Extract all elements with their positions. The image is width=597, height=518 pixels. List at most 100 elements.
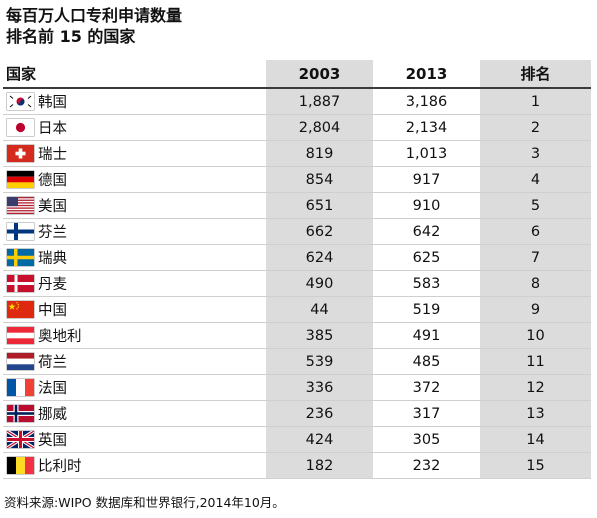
table-row: 美国 651 910 5 [3, 192, 591, 219]
country-name: 美国 [38, 199, 67, 215]
rank-cell: 2 [480, 114, 591, 141]
country-cell: 韩国 [3, 88, 266, 115]
page-title: 每百万人口专利申请数量 排名前 15 的国家 [6, 5, 182, 47]
country-cell: 瑞士 [3, 140, 266, 167]
rank-cell: 11 [480, 348, 591, 375]
austria-flag [7, 327, 34, 344]
country-name: 中国 [38, 303, 67, 319]
table-header-row: 国家 2003 2013 排名 [3, 60, 591, 89]
value-2003: 819 [266, 140, 373, 167]
header-2003: 2003 [266, 60, 373, 89]
country-cell: 中国 [3, 296, 266, 323]
header-rank: 排名 [480, 60, 591, 89]
country-cell: 奥地利 [3, 322, 266, 349]
japan-flag [7, 119, 34, 136]
value-2003: 490 [266, 270, 373, 297]
value-2003: 854 [266, 166, 373, 193]
value-2013: 910 [373, 192, 480, 219]
rank-cell: 1 [480, 88, 591, 115]
header-country: 国家 [3, 60, 266, 89]
title-line-1: 每百万人口专利申请数量 [6, 6, 183, 25]
country-name: 日本 [38, 121, 67, 137]
country-cell: 丹麦 [3, 270, 266, 297]
country-name: 奥地利 [38, 329, 82, 345]
value-2003: 662 [266, 218, 373, 245]
value-2003: 182 [266, 452, 373, 479]
rank-cell: 15 [480, 452, 591, 479]
header-2013: 2013 [373, 60, 480, 89]
value-2003: 44 [266, 296, 373, 323]
country-name: 瑞士 [38, 147, 67, 163]
country-name: 英国 [38, 433, 67, 449]
value-2003: 336 [266, 374, 373, 401]
rank-cell: 13 [480, 400, 591, 427]
table-row: 比利时 182 232 15 [3, 452, 591, 479]
value-2013: 917 [373, 166, 480, 193]
country-name: 荷兰 [38, 355, 67, 371]
country-name: 德国 [38, 173, 67, 189]
value-2003: 424 [266, 426, 373, 453]
sweden-flag [7, 249, 34, 266]
table-row: 韩国 1,887 3,186 1 [3, 88, 591, 115]
norway-flag [7, 405, 34, 422]
value-2003: 236 [266, 400, 373, 427]
table-row: 奥地利 385 491 10 [3, 322, 591, 349]
title-line-2: 排名前 15 的国家 [6, 27, 136, 46]
rank-cell: 3 [480, 140, 591, 167]
country-name: 挪威 [38, 407, 67, 423]
rank-cell: 5 [480, 192, 591, 219]
value-2013: 232 [373, 452, 480, 479]
germany-flag [7, 171, 34, 188]
value-2013: 317 [373, 400, 480, 427]
table-row: 中国 44 519 9 [3, 296, 591, 323]
country-cell: 英国 [3, 426, 266, 453]
rank-cell: 8 [480, 270, 591, 297]
country-cell: 德国 [3, 166, 266, 193]
value-2003: 1,887 [266, 88, 373, 115]
table-row: 荷兰 539 485 11 [3, 348, 591, 375]
value-2003: 624 [266, 244, 373, 271]
value-2013: 491 [373, 322, 480, 349]
country-name: 芬兰 [38, 225, 67, 241]
rank-cell: 14 [480, 426, 591, 453]
rank-cell: 12 [480, 374, 591, 401]
denmark-flag [7, 275, 34, 292]
country-name: 丹麦 [38, 277, 67, 293]
country-cell: 荷兰 [3, 348, 266, 375]
rank-cell: 7 [480, 244, 591, 271]
china-flag [7, 301, 34, 318]
value-2013: 519 [373, 296, 480, 323]
switzerland-flag [7, 145, 34, 162]
table-row: 瑞典 624 625 7 [3, 244, 591, 271]
table-row: 瑞士 819 1,013 3 [3, 140, 591, 167]
netherlands-flag [7, 353, 34, 370]
rank-cell: 10 [480, 322, 591, 349]
value-2003: 539 [266, 348, 373, 375]
table-row: 芬兰 662 642 6 [3, 218, 591, 245]
country-cell: 法国 [3, 374, 266, 401]
belgium-flag [7, 457, 34, 474]
value-2013: 642 [373, 218, 480, 245]
value-2013: 1,013 [373, 140, 480, 167]
value-2013: 485 [373, 348, 480, 375]
usa-flag [7, 197, 34, 214]
rank-cell: 9 [480, 296, 591, 323]
value-2013: 305 [373, 426, 480, 453]
table-row: 日本 2,804 2,134 2 [3, 114, 591, 141]
country-name: 比利时 [38, 459, 82, 475]
country-cell: 芬兰 [3, 218, 266, 245]
value-2013: 625 [373, 244, 480, 271]
france-flag [7, 379, 34, 396]
south-korea-flag [7, 93, 34, 110]
table-row: 丹麦 490 583 8 [3, 270, 591, 297]
value-2013: 583 [373, 270, 480, 297]
country-cell: 瑞典 [3, 244, 266, 271]
country-cell: 美国 [3, 192, 266, 219]
value-2003: 651 [266, 192, 373, 219]
table-row: 英国 424 305 14 [3, 426, 591, 453]
country-name: 瑞典 [38, 251, 67, 267]
country-cell: 挪威 [3, 400, 266, 427]
country-cell: 日本 [3, 114, 266, 141]
table-row: 德国 854 917 4 [3, 166, 591, 193]
rank-cell: 4 [480, 166, 591, 193]
